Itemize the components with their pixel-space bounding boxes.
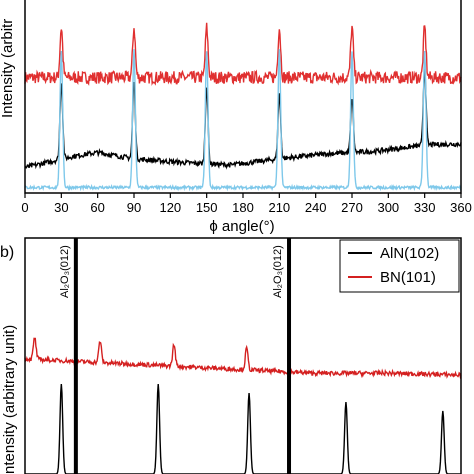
x-tick-label: 150 [196, 200, 218, 215]
x-tick-label: 210 [268, 200, 290, 215]
panel-b-annotations: Al₂O₃(012) Al₂O₃(012) [59, 238, 292, 474]
x-tick-label: 180 [232, 200, 254, 215]
panel-b: b) ntensity (arbitrary unit) Al₂O₃(012) A… [0, 237, 462, 474]
x-tick-label: 360 [450, 200, 472, 215]
panel-b-label: b) [0, 244, 14, 261]
x-tick-label: 0 [21, 200, 28, 215]
series-line-a-1 [24, 67, 462, 170]
panel-b-series-group [24, 337, 462, 474]
reference-line [73, 238, 78, 474]
panel-a-y-axis-label: Intensity (arbitr [0, 19, 16, 118]
legend-label-bn: BN(101) [380, 269, 436, 286]
x-tick-label: 240 [305, 200, 327, 215]
reference-line [287, 238, 292, 474]
x-tick-label: 300 [377, 200, 399, 215]
series-line-a-2 [24, 49, 462, 192]
panel-b-y-axis-label: ntensity (arbitrary unit) [1, 325, 18, 474]
panel-a-series-group [24, 22, 462, 192]
series-line-b-1 [24, 337, 462, 380]
panel-a: 0 30 60 90 120 150 180 210 240 270 300 330 360 Inten… [0, 0, 472, 235]
panel-a-x-axis-label: ϕ angle(°) [209, 218, 274, 235]
x-tick-label: 270 [341, 200, 363, 215]
annotation-label: Al₂O₃(012) [272, 245, 284, 298]
legend-label-aln: AlN(102) [380, 245, 439, 262]
series-line-b-0 [25, 383, 461, 474]
legend: AlN(102) BN(101) [339, 239, 460, 293]
x-tick-label: 120 [159, 200, 181, 215]
x-tick-label: 60 [90, 200, 104, 215]
annotation-label: Al₂O₃(012) [59, 245, 71, 298]
panel-a-x-ticks: 0 30 60 90 120 150 180 210 240 270 300 330 360 [21, 193, 472, 215]
x-tick-label: 30 [54, 200, 68, 215]
legend-box [339, 239, 460, 293]
x-tick-label: 90 [127, 200, 141, 215]
panel-b-frame [24, 237, 462, 474]
x-tick-label: 330 [414, 200, 436, 215]
series-line-a-0 [24, 22, 462, 87]
